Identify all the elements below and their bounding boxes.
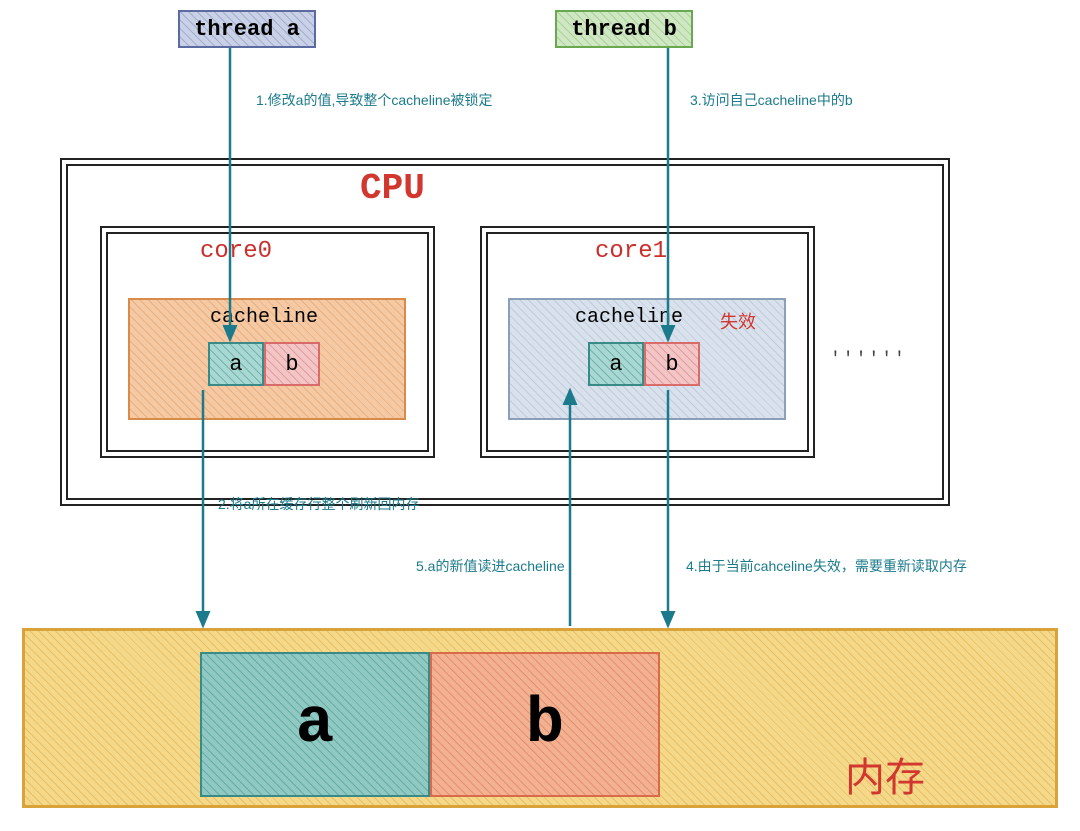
cell-b-text: b	[285, 352, 298, 377]
step-2-label: 2.将a所在缓存行整个刷新回内存	[218, 494, 419, 514]
cacheline1-label: cacheline	[575, 306, 683, 329]
thread-b-box: thread b	[555, 10, 693, 48]
step-3-label: 3.访问自己cacheline中的b	[690, 90, 853, 110]
memory-cell-a: a	[200, 652, 430, 797]
cell-a-text: a	[609, 352, 622, 377]
core1-label: core1	[595, 238, 667, 265]
core1-cell-b: b	[644, 342, 700, 386]
core0-cell-b: b	[264, 342, 320, 386]
thread-b-label: thread b	[571, 17, 677, 42]
invalid-label: 失效	[720, 308, 756, 334]
ellipsis-dots: ''''''	[830, 350, 907, 370]
step-1-label: 1.修改a的值,导致整个cacheline被锁定	[256, 90, 493, 110]
cell-b-text: b	[665, 352, 678, 377]
core0-cell-a: a	[208, 342, 264, 386]
cpu-title: CPU	[360, 168, 425, 209]
cell-a-text: a	[229, 352, 242, 377]
mem-a-text: a	[296, 689, 334, 761]
core0-label: core0	[200, 238, 272, 265]
mem-b-text: b	[526, 689, 564, 761]
cacheline0-label: cacheline	[210, 306, 318, 329]
memory-label: 内存	[845, 745, 925, 803]
step-4-label: 4.由于当前cahceline失效，需要重新读取内存	[686, 556, 967, 576]
memory-cell-b: b	[430, 652, 660, 797]
thread-a-label: thread a	[194, 17, 300, 42]
thread-a-box: thread a	[178, 10, 316, 48]
core1-cell-a: a	[588, 342, 644, 386]
step-5-label: 5.a的新值读进cacheline	[416, 556, 565, 576]
